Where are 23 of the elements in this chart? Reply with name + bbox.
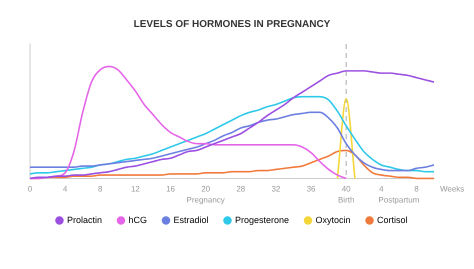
text: Birth	[338, 196, 354, 205]
x-tick-label: 12	[130, 184, 140, 194]
chart-title: LEVELS OF HORMONES IN PREGNANCY	[134, 18, 331, 30]
x-tick-label: 8	[414, 184, 420, 194]
text: Postpartum	[378, 196, 420, 205]
legend-label: Prolactin	[66, 214, 102, 225]
legend-label: Progesterone	[234, 214, 290, 225]
x-tick-label: 36	[306, 184, 316, 194]
x-tick-label: 20	[201, 184, 211, 194]
x-axis-title: Weeks	[440, 184, 464, 194]
x-tick-label: 40	[342, 184, 352, 194]
x-tick-label: 8	[98, 184, 104, 194]
x-tick-label: 16	[166, 184, 176, 194]
legend-label: Oxytocin	[316, 214, 351, 225]
x-tick-label: 28	[236, 184, 246, 194]
text: Pregnancy	[186, 196, 225, 205]
x-tick-label: 4	[379, 184, 384, 194]
x-tick-label: 0	[28, 184, 33, 194]
legend-label: hCG	[128, 214, 147, 225]
legend-label: Cortisol	[377, 214, 408, 225]
x-tick-label: 32	[271, 184, 281, 194]
legend-label: Estradiol	[173, 214, 208, 225]
x-tick-label: 4	[62, 184, 68, 194]
